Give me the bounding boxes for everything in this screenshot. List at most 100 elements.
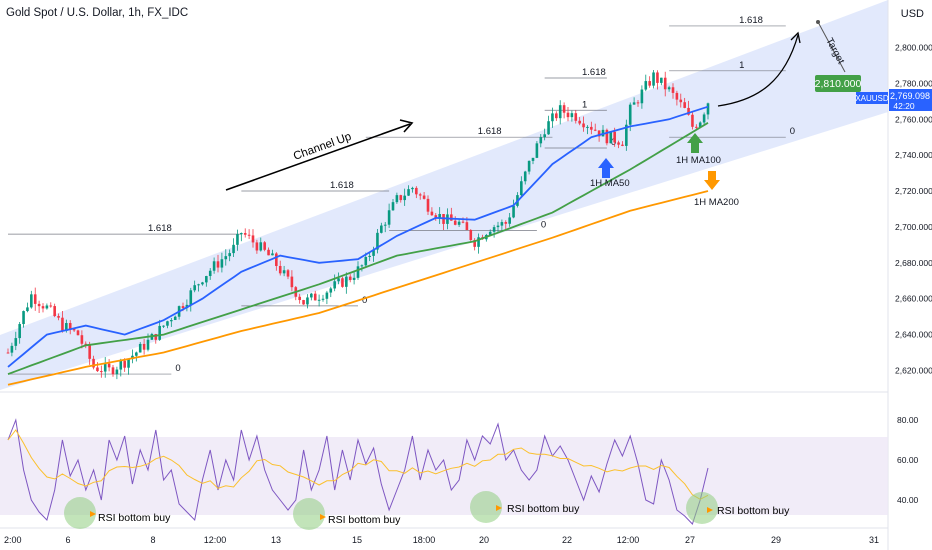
candle [383,221,387,233]
candle [189,287,193,312]
candle [574,109,578,124]
fib-label-8: 1.618 [582,67,606,78]
target-price-text: 2,810.000 [815,78,862,90]
candle [68,320,72,335]
candle [609,131,613,144]
candle [426,195,430,215]
candle [656,70,659,90]
candle [107,359,111,372]
candle [6,348,10,354]
candle [582,116,585,132]
candle [45,303,49,310]
time-tick-label: 29 [771,535,781,545]
candle [512,199,515,219]
candle [251,229,255,248]
candle [500,219,504,231]
candle [111,365,115,377]
candle [282,265,286,277]
candle [675,90,679,106]
candle [76,329,80,336]
candle [520,176,523,197]
fib-levels: 0 1.618 0 1.618 0 1.618 0 1 1.618 0 1 1.618 [8,15,795,375]
candle [632,97,636,105]
candle [376,229,379,254]
candle [438,207,441,225]
candle [663,71,667,97]
candle [504,220,508,230]
candle [387,203,391,228]
fib-label-2: 0 [362,295,367,306]
fib-label-5: 1.618 [478,126,502,137]
candle [407,185,410,197]
candle [208,268,212,280]
time-tick-label: 12:00 [617,535,640,545]
candle [578,117,581,126]
candle [590,121,593,135]
candle [197,283,200,292]
candle [345,272,348,294]
rsi-bottom-buy-2: RSI bottom buy [293,498,401,530]
candle [317,294,321,307]
candle [306,294,309,309]
candle [170,317,173,327]
rsi-bottom-buy-label-4: RSI bottom buy [717,505,790,517]
rsi-tick-label: 60.00 [897,455,919,465]
candle [41,303,45,313]
candle [380,222,383,234]
fib-label-0: 0 [175,363,180,374]
symbol-badge: XAUUSD [855,92,889,104]
ma-line-ma100 [7,122,709,375]
candle [142,338,146,355]
candle [201,281,204,286]
candle [636,100,640,107]
candle [543,128,546,141]
candle [267,247,270,256]
candle [527,160,531,175]
ma200-label: 1H MA200 [694,197,739,208]
candle [247,229,251,240]
candle [531,157,535,165]
rsi-bottom-buy-label-1: RSI bottom buy [98,512,171,524]
candle [290,270,294,292]
time-tick-label: 27 [685,535,695,545]
candle [302,299,305,305]
candle [329,286,333,298]
candle [644,74,648,92]
price-tick-label: 2,740.000 [895,150,932,160]
candle [333,274,336,292]
rsi-ticks: 40.00 60.00 80.00 [897,415,919,505]
candle [193,280,196,293]
candle [496,221,500,234]
candle [547,115,550,135]
rsi-bottom-buy-3: RSI bottom buy [470,491,580,523]
candle [26,302,29,313]
candle [523,170,527,185]
candle [617,140,620,149]
price-tick-label: 2,640.000 [895,330,932,340]
candle [337,272,340,285]
price-tick-label: 2,720.000 [895,186,932,196]
candle [555,111,558,121]
candle [162,325,165,328]
candle [368,251,371,262]
time-tick-label: 18:00 [413,535,436,545]
candle [695,124,698,130]
time-tick-label: 2:00 [4,535,22,545]
candle [263,241,266,252]
last-price-badge: 2,769.098 42:20 [889,89,932,111]
currency-label: USD [900,8,924,20]
candle [648,76,651,88]
candle [352,271,356,285]
fib-label-1: 1.618 [148,223,172,234]
candle [255,239,259,254]
candle [37,300,41,314]
time-tick-label: 15 [352,535,362,545]
candle [492,224,496,238]
rsi-indicator [7,418,709,525]
candle [232,238,235,258]
candle [348,274,352,283]
candle [131,349,134,364]
candle [212,257,216,274]
candle [92,355,95,370]
